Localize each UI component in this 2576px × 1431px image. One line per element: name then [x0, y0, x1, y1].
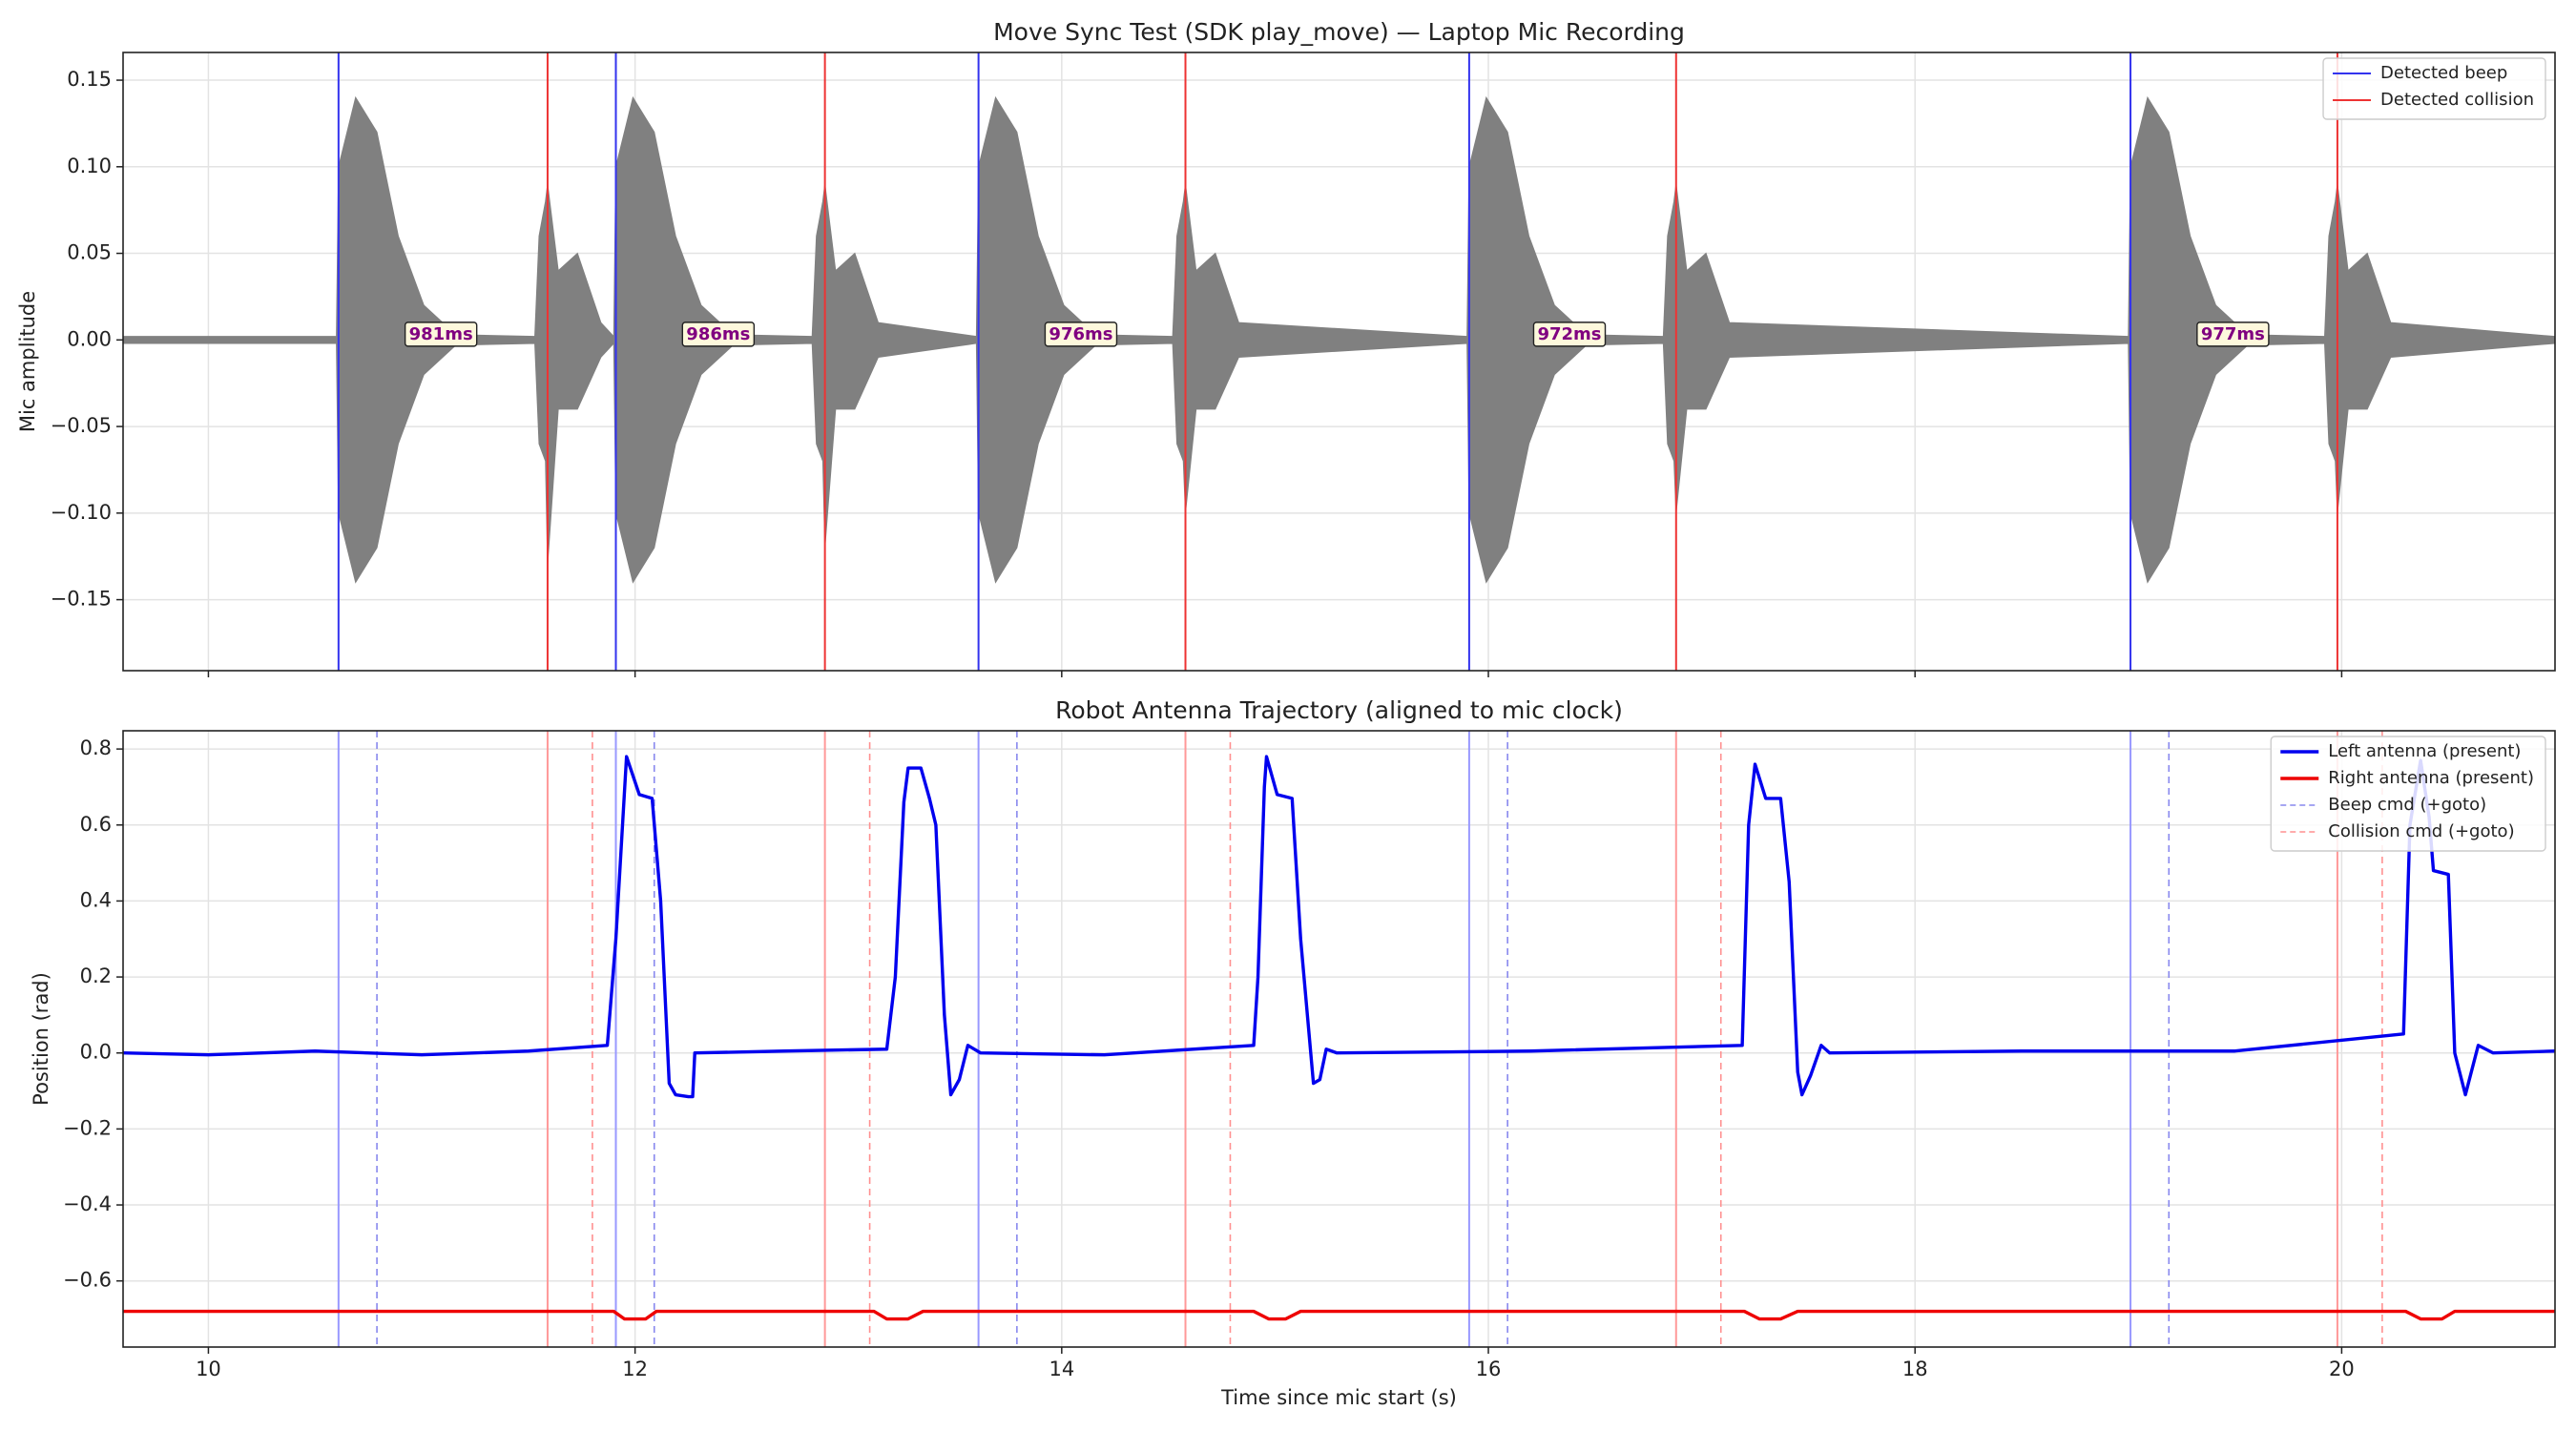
x-tick-label: 12: [622, 1358, 648, 1380]
y-tick-label: 0.10: [67, 155, 112, 177]
y-tick-label: 0.4: [80, 888, 112, 911]
legend-box: [2322, 57, 2546, 120]
x-axis-label: Time since mic start (s): [1220, 1386, 1457, 1409]
legend: Detected beep Detected collision: [2322, 57, 2546, 120]
annotation-label: 976ms: [1049, 324, 1112, 344]
y-axis-label: Mic amplitude: [16, 291, 39, 432]
legend-label: Left antenna (present): [2328, 741, 2521, 761]
chart-title: Move Sync Test (SDK play_move) — Laptop …: [993, 18, 1685, 46]
chart-title: Robot Antenna Trajectory (aligned to mic…: [1055, 696, 1623, 724]
series-line: [123, 755, 2555, 1099]
y-tick-label: 0.05: [67, 241, 112, 264]
y-tick-label: −0.2: [63, 1116, 112, 1139]
y-tick-label: 0.15: [67, 68, 112, 91]
y-tick-label: 0.8: [80, 736, 112, 759]
y-tick-label: −0.4: [63, 1192, 112, 1215]
y-tick-label: −0.10: [51, 501, 112, 524]
annotation-box: [1044, 321, 1118, 347]
axes-frame: [122, 730, 2556, 1348]
y-tick-label: 0.0: [80, 1041, 112, 1064]
axes-frame: [122, 52, 2556, 672]
annotation-box: [1532, 321, 1607, 347]
x-tick-label: 16: [1476, 1358, 1502, 1380]
plot-area: 981ms 986ms 976ms 972ms 977ms: [123, 52, 2555, 671]
legend-label: Right antenna (present): [2328, 768, 2534, 788]
annotation-label: 981ms: [409, 324, 473, 344]
legend-label: Detected collision: [2380, 90, 2534, 110]
annotation-label: 986ms: [686, 324, 750, 344]
legend-box: [2270, 736, 2546, 852]
series-line: [123, 1309, 2555, 1321]
legend-label: Collision cmd (+goto): [2328, 821, 2514, 841]
legend-label: Detected beep: [2380, 63, 2507, 83]
waveform: [123, 95, 2555, 584]
y-tick-label: −0.6: [63, 1269, 112, 1292]
y-tick-label: 0.00: [67, 327, 112, 350]
y-tick-label: −0.05: [51, 414, 112, 437]
annotation-label: 977ms: [2201, 324, 2265, 344]
legend-label: Beep cmd (+goto): [2328, 795, 2486, 815]
x-tick-label: 14: [1049, 1358, 1074, 1380]
annotation-box: [404, 321, 478, 347]
annotation-box: [681, 321, 756, 347]
legend: Left antenna (present) Right antenna (pre…: [2270, 736, 2546, 852]
y-tick-label: 0.2: [80, 964, 112, 987]
annotation-box: [2196, 321, 2270, 347]
y-axis-label: Position (rad): [30, 972, 52, 1106]
y-tick-label: 0.6: [80, 813, 112, 836]
x-tick-label: 10: [196, 1358, 221, 1380]
x-tick-label: 18: [1902, 1358, 1928, 1380]
annotation-label: 972ms: [1537, 324, 1601, 344]
x-tick-label: 20: [2329, 1358, 2355, 1380]
y-tick-label: −0.15: [51, 588, 112, 611]
plot-area: [123, 731, 2555, 1347]
